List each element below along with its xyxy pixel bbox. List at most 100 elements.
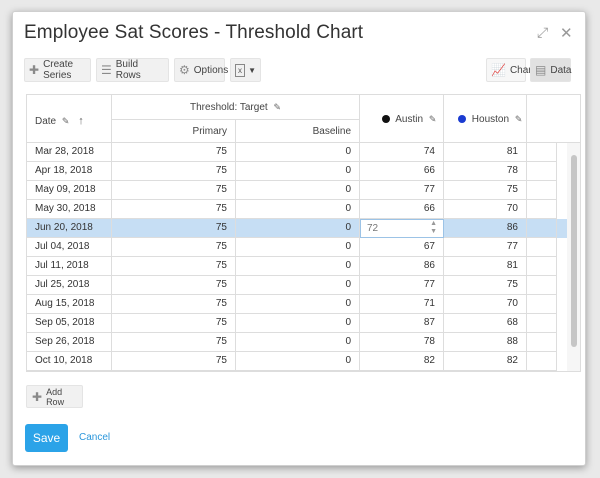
houston-cell[interactable]: 68 <box>444 314 527 333</box>
cancel-link[interactable]: Cancel <box>79 432 111 443</box>
houston-cell[interactable]: 88 <box>444 333 527 352</box>
austin-cell[interactable]: 82 <box>360 352 444 371</box>
date-cell[interactable]: May 30, 2018 <box>27 200 112 219</box>
houston-cell[interactable]: 86 <box>444 219 527 238</box>
houston-cell[interactable]: 70 <box>444 200 527 219</box>
primary-cell[interactable]: 75 <box>112 314 236 333</box>
primary-cell[interactable]: 75 <box>112 352 236 371</box>
austin-cell[interactable]: 71 <box>360 295 444 314</box>
chart-view-button[interactable]: 📈 Chart <box>486 58 534 82</box>
table-row[interactable]: Apr 18, 2018 75 0 66 78 <box>27 162 580 181</box>
date-cell[interactable]: Sep 26, 2018 <box>27 333 112 352</box>
options-button[interactable]: ⚙ Options <box>174 58 228 82</box>
expand-icon[interactable]: ⤢ <box>537 24 549 40</box>
pencil-icon[interactable]: ✎ <box>428 114 437 124</box>
date-cell[interactable]: Mar 28, 2018 <box>27 143 112 162</box>
table-row-selected[interactable]: Jun 20, 2018 75 0 72 ▲ ▼ 86 <box>27 219 580 238</box>
baseline-cell[interactable]: 0 <box>236 219 360 238</box>
table-row[interactable]: Mar 28, 2018 75 0 74 81 <box>27 143 580 162</box>
austin-cell[interactable]: 66 <box>360 162 444 181</box>
date-cell[interactable]: Sep 05, 2018 <box>27 314 112 333</box>
austin-cell[interactable]: 77 <box>360 181 444 200</box>
baseline-cell[interactable]: 0 <box>236 295 360 314</box>
build-rows-button[interactable]: ☰ Build Rows <box>96 58 169 82</box>
primary-cell[interactable]: 75 <box>112 276 236 295</box>
houston-cell[interactable]: 77 <box>444 238 527 257</box>
sort-ascending-icon[interactable]: ↑ <box>78 115 84 127</box>
austin-cell[interactable]: 86 <box>360 257 444 276</box>
table-row[interactable]: Jul 25, 2018 75 0 77 75 <box>27 276 580 295</box>
primary-cell[interactable]: 75 <box>112 181 236 200</box>
baseline-cell[interactable]: 0 <box>236 314 360 333</box>
date-cell[interactable]: Jun 20, 2018 <box>27 219 112 238</box>
pencil-icon[interactable]: ✎ <box>514 114 523 124</box>
houston-cell[interactable]: 78 <box>444 162 527 181</box>
date-cell[interactable]: Aug 15, 2018 <box>27 295 112 314</box>
austin-cell-editor[interactable]: 72 ▲ ▼ <box>360 219 444 238</box>
add-row-button[interactable]: ✚ Add Row <box>26 385 83 408</box>
data-view-button[interactable]: ▤ Data <box>530 58 571 82</box>
houston-cell[interactable]: 70 <box>444 295 527 314</box>
table-row[interactable]: Sep 26, 2018 75 0 78 88 <box>27 333 580 352</box>
date-cell[interactable]: May 09, 2018 <box>27 181 112 200</box>
baseline-cell[interactable]: 0 <box>236 200 360 219</box>
houston-cell[interactable]: 75 <box>444 276 527 295</box>
date-cell[interactable]: Apr 18, 2018 <box>27 162 112 181</box>
export-excel-button[interactable]: x ▼ <box>230 58 261 82</box>
save-button[interactable]: Save <box>25 424 68 452</box>
baseline-cell[interactable]: 0 <box>236 162 360 181</box>
baseline-cell[interactable]: 0 <box>236 143 360 162</box>
scrollbar-thumb[interactable] <box>571 155 577 347</box>
primary-cell[interactable]: 75 <box>112 143 236 162</box>
table-row[interactable]: Oct 10, 2018 75 0 82 82 <box>27 352 580 371</box>
houston-cell[interactable]: 81 <box>444 257 527 276</box>
austin-cell[interactable]: 74 <box>360 143 444 162</box>
table-row[interactable]: Aug 15, 2018 75 0 71 70 <box>27 295 580 314</box>
table-row[interactable]: Sep 05, 2018 75 0 87 68 <box>27 314 580 333</box>
baseline-cell[interactable]: 0 <box>236 276 360 295</box>
primary-cell[interactable]: 75 <box>112 219 236 238</box>
date-cell[interactable]: Jul 11, 2018 <box>27 257 112 276</box>
primary-cell[interactable]: 75 <box>112 295 236 314</box>
date-cell[interactable]: Jul 04, 2018 <box>27 238 112 257</box>
primary-cell[interactable]: 75 <box>112 162 236 181</box>
primary-cell[interactable]: 75 <box>112 200 236 219</box>
austin-edit-value[interactable]: 72 <box>367 223 379 234</box>
austin-cell[interactable]: 87 <box>360 314 444 333</box>
houston-cell[interactable]: 75 <box>444 181 527 200</box>
date-cell[interactable]: Jul 25, 2018 <box>27 276 112 295</box>
austin-cell[interactable]: 78 <box>360 333 444 352</box>
austin-cell[interactable]: 66 <box>360 200 444 219</box>
primary-cell[interactable]: 75 <box>112 333 236 352</box>
vertical-scrollbar[interactable] <box>567 143 580 371</box>
houston-cell[interactable]: 81 <box>444 143 527 162</box>
column-header-austin[interactable]: Austin ✎ <box>360 95 444 143</box>
table-row[interactable]: Jul 04, 2018 75 0 67 77 <box>27 238 580 257</box>
houston-cell[interactable]: 82 <box>444 352 527 371</box>
create-series-button[interactable]: ✚ Create Series <box>24 58 91 82</box>
close-icon[interactable]: ✕ <box>560 25 573 42</box>
baseline-cell[interactable]: 0 <box>236 181 360 200</box>
primary-header-label: Primary <box>192 126 227 137</box>
austin-cell[interactable]: 77 <box>360 276 444 295</box>
column-header-houston[interactable]: Houston ✎ <box>444 95 527 143</box>
table-row[interactable]: Jul 11, 2018 75 0 86 81 <box>27 257 580 276</box>
primary-cell[interactable]: 75 <box>112 238 236 257</box>
threshold-chart-dialog: Employee Sat Scores - Threshold Chart ⤢ … <box>12 11 586 466</box>
plus-icon: ✚ <box>29 63 40 77</box>
austin-cell[interactable]: 67 <box>360 238 444 257</box>
list-icon: ☰ <box>101 63 112 77</box>
baseline-cell[interactable]: 0 <box>236 257 360 276</box>
spinner-icon[interactable]: ▲ ▼ <box>430 220 437 235</box>
pencil-icon[interactable]: ✎ <box>61 116 70 126</box>
baseline-cell[interactable]: 0 <box>236 238 360 257</box>
empty-cell <box>527 276 557 295</box>
baseline-cell[interactable]: 0 <box>236 352 360 371</box>
column-header-date[interactable]: Date ✎ ↑ <box>27 95 112 143</box>
baseline-cell[interactable]: 0 <box>236 333 360 352</box>
primary-cell[interactable]: 75 <box>112 257 236 276</box>
pencil-icon[interactable]: ✎ <box>273 102 281 112</box>
table-row[interactable]: May 30, 2018 75 0 66 70 <box>27 200 580 219</box>
table-row[interactable]: May 09, 2018 75 0 77 75 <box>27 181 580 200</box>
date-cell[interactable]: Oct 10, 2018 <box>27 352 112 371</box>
